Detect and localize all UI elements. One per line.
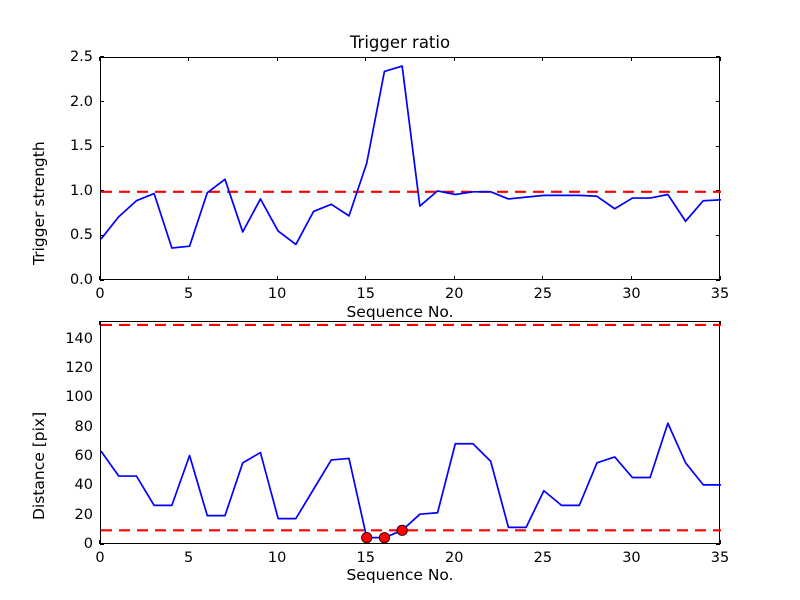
y-tick-label-bot-4: 80 (74, 418, 93, 435)
x-tick-mark (542, 276, 544, 280)
y-tick-label-bot-2: 40 (74, 477, 93, 494)
y-tick-mark-right (716, 190, 720, 192)
x-tick-label-top-7: 35 (710, 286, 730, 302)
x-tick-mark (365, 276, 367, 280)
x-tick-mark-top (276, 57, 278, 61)
x-tick-label-bot-7: 35 (710, 550, 730, 566)
x-tick-mark (187, 276, 190, 280)
x-tick-mark (453, 276, 455, 280)
x-tick-label-top-4: 20 (445, 286, 464, 302)
data-marker-point (378, 532, 391, 544)
x-tick-mark-top (453, 57, 455, 61)
distance-plot (100, 323, 721, 544)
y-tick-mark (100, 101, 104, 103)
x-tick-label-bot-3: 15 (356, 550, 375, 566)
x-tick-mark-top (719, 57, 721, 61)
y-tick-label-bot-0: 0 (83, 536, 93, 552)
x-tick-mark-top (187, 57, 190, 61)
y-tick-mark-right (716, 101, 720, 103)
y-tick-mark (100, 190, 104, 192)
x-tick-mark (99, 540, 101, 544)
x-tick-label-top-5: 25 (533, 286, 553, 302)
x-tick-mark-top (99, 57, 101, 61)
y-tick-mark-right (716, 234, 720, 236)
plot-area-distance (100, 321, 721, 544)
y-tick-mark (100, 56, 104, 58)
data-marker-point (361, 532, 373, 544)
x-tick-mark-top (630, 57, 633, 61)
plot-area-trigger-ratio (100, 57, 722, 280)
x-tick-label-top-2: 10 (267, 286, 287, 302)
y-tick-mark-right (716, 145, 720, 147)
data-series-line-top (100, 65, 722, 249)
y-tick-mark (100, 145, 104, 147)
x-tick-label-top-6: 30 (622, 286, 641, 302)
y-tick-label-top-0: 0.0 (69, 272, 93, 288)
x-axis-label-top: Sequence No. (346, 303, 454, 321)
y-tick-label-bot-3: 60 (74, 447, 93, 464)
y-tick-mark (100, 234, 104, 236)
y-tick-label-top-1: 0.5 (69, 227, 93, 244)
y-tick-mark-right (716, 56, 720, 58)
chart-title-trigger-ratio: Trigger ratio (349, 33, 451, 52)
x-tick-label-top-1: 5 (183, 286, 194, 302)
x-tick-mark-top (542, 57, 544, 61)
y-tick-label-bot-5: 100 (65, 389, 93, 406)
data-marker-point (396, 524, 408, 536)
data-series-line-bot (100, 422, 721, 539)
x-tick-label-bot-0: 0 (95, 550, 105, 566)
x-tick-label-top-3: 15 (356, 286, 375, 302)
x-tick-mark (630, 276, 633, 280)
x-tick-label-bot-5: 25 (533, 550, 553, 566)
y-tick-label-top-4: 2.0 (69, 93, 93, 110)
x-tick-mark-top (99, 321, 101, 325)
x-axis-label-bottom: Sequence No. (346, 566, 454, 584)
y-tick-label-top-3: 1.5 (69, 138, 93, 155)
x-tick-label-bot-4: 20 (445, 550, 464, 566)
y-tick-mark-right (716, 279, 720, 281)
x-tick-mark-top (365, 57, 367, 61)
x-tick-mark (276, 276, 278, 280)
x-tick-label-bot-6: 30 (622, 550, 641, 566)
x-tick-mark (719, 276, 721, 280)
y-tick-mark (100, 279, 104, 281)
y-tick-label-bot-7: 140 (65, 330, 93, 347)
y-axis-label-trigger-strength: Trigger strength (30, 141, 48, 265)
x-tick-mark (99, 276, 101, 280)
y-tick-label-bot-1: 20 (74, 506, 93, 523)
trigger-ratio-plot (100, 65, 722, 249)
x-tick-label-bot-2: 10 (267, 550, 287, 566)
y-tick-label-bot-6: 120 (65, 359, 93, 376)
y-tick-label-top-2: 1.0 (69, 182, 93, 199)
x-tick-label-top-0: 0 (95, 286, 105, 302)
y-tick-label-top-5: 2.5 (69, 49, 93, 65)
x-tick-label-bot-1: 5 (183, 550, 194, 566)
